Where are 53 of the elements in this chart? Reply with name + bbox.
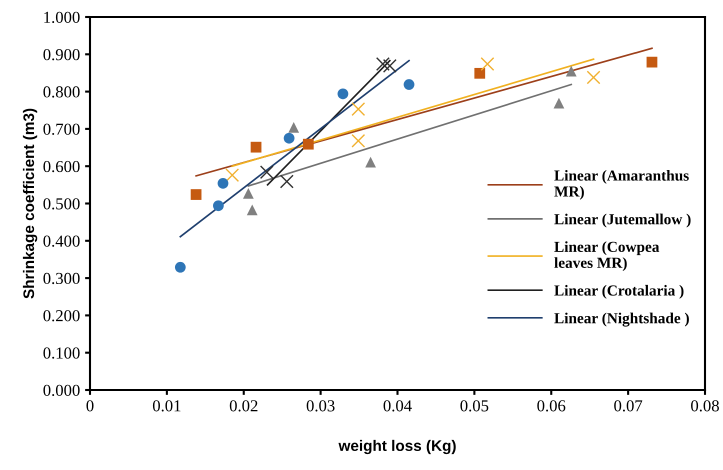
point bbox=[218, 178, 228, 189]
x-tick-label: 0.07 bbox=[614, 400, 642, 412]
x-tick-label: 0 bbox=[86, 400, 94, 412]
point bbox=[338, 88, 348, 100]
y-axis-title: Shrinkage coefficient (m3) bbox=[22, 108, 38, 299]
y-tick-label: 0.000 bbox=[43, 384, 80, 396]
point bbox=[382, 58, 397, 73]
point bbox=[351, 102, 366, 116]
point bbox=[351, 134, 366, 148]
legend-label: Linear (Nightshade ) bbox=[554, 312, 689, 327]
point bbox=[480, 57, 494, 71]
x-tick-label: 0.02 bbox=[230, 400, 258, 412]
point bbox=[225, 168, 240, 182]
y-tick-label: 1.000 bbox=[44, 12, 80, 24]
x-tick-label: 0.08 bbox=[691, 400, 719, 412]
point bbox=[284, 132, 294, 144]
legend-label: Linear (Crotalaria ) bbox=[554, 284, 684, 299]
y-tick-label: 0.200 bbox=[43, 310, 80, 322]
x-tick-label: 0.06 bbox=[537, 400, 566, 412]
y-tick-label: 0.700 bbox=[43, 124, 80, 135]
point bbox=[302, 138, 314, 150]
point bbox=[242, 188, 254, 199]
point bbox=[246, 204, 258, 216]
point bbox=[646, 56, 658, 68]
point bbox=[404, 79, 414, 90]
point bbox=[280, 174, 294, 188]
point bbox=[586, 70, 600, 84]
y-tick-label: 0.300 bbox=[43, 272, 80, 284]
point bbox=[554, 98, 564, 109]
legend-label: Linear (Cowpea leaves MR) bbox=[554, 241, 660, 272]
point bbox=[190, 189, 202, 200]
point bbox=[566, 66, 577, 76]
point bbox=[174, 262, 186, 273]
point bbox=[474, 68, 486, 79]
x-tick-label: 0.04 bbox=[384, 400, 412, 412]
x-tick-label: 0.03 bbox=[306, 400, 335, 412]
x-tick-label: 0.01 bbox=[152, 400, 180, 412]
y-tick-label: 0.500 bbox=[43, 198, 80, 210]
point bbox=[213, 200, 224, 212]
y-tick-label: 0.800 bbox=[43, 86, 80, 98]
point bbox=[376, 57, 390, 71]
x-tick-label: 0.05 bbox=[460, 400, 488, 412]
x-axis-title: weight loss (Kg) bbox=[338, 440, 456, 454]
y-tick-label: 0.100 bbox=[43, 347, 80, 359]
point bbox=[250, 142, 262, 153]
y-tick-label: 0.400 bbox=[43, 236, 80, 247]
y-tick-label: 0.900 bbox=[43, 49, 80, 60]
point bbox=[288, 122, 300, 133]
point bbox=[260, 165, 274, 180]
y-tick-label: 0.600 bbox=[43, 160, 80, 172]
legend-label: Linear (Amaranthus MR) bbox=[554, 170, 689, 200]
legend-label: Linear (Jutemallow ) bbox=[554, 214, 691, 228]
point bbox=[365, 156, 376, 168]
